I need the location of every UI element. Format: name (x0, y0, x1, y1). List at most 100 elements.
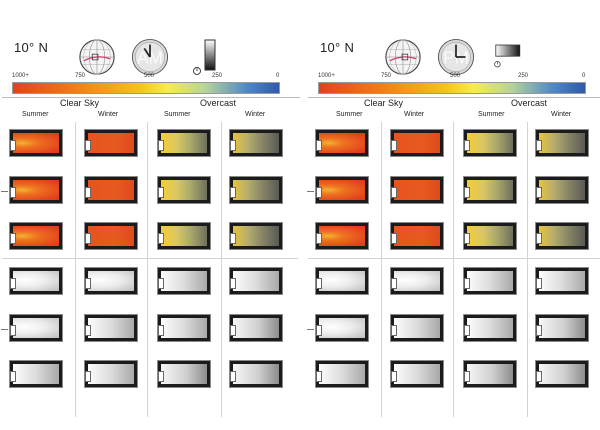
room-plan-icon (1, 314, 63, 342)
window-opening (391, 325, 397, 336)
room-plan-icon (9, 360, 63, 388)
room-plan-icon (157, 267, 211, 295)
room-plan-icon (390, 129, 444, 157)
scale-tick: 0 (582, 73, 586, 79)
room-plan-icon (229, 222, 283, 250)
clock-icon: PM (437, 38, 475, 76)
window-opening (158, 325, 164, 336)
window-opening (536, 371, 542, 382)
illuminance-color-scale (318, 82, 586, 94)
column-divider (221, 122, 222, 417)
window-opening (464, 140, 470, 151)
column-divider (453, 122, 454, 417)
header-winter: Winter (551, 111, 572, 118)
window-opening (391, 371, 397, 382)
illuminance-color-scale (12, 82, 280, 94)
room-plan-icon (315, 222, 369, 250)
column-divider (527, 122, 528, 417)
clock-label: AM (137, 49, 163, 68)
room-plan-icon (535, 360, 589, 388)
window-opening (230, 325, 236, 336)
room-plan-icon (535, 129, 589, 157)
panel-pm: 10° N PM 1000+ 750 500 250 0 Cle (306, 0, 600, 430)
room-plan-icon (229, 267, 283, 295)
window-opening (230, 233, 236, 244)
header-summer: Summer (22, 111, 49, 118)
room-plan-icon (157, 176, 211, 204)
window-opening (85, 187, 91, 198)
room-plan-icon (463, 360, 517, 388)
room-plan-icon (535, 314, 589, 342)
window-opening (158, 233, 164, 244)
window-opening (10, 187, 16, 198)
window-opening (10, 140, 16, 151)
section-marker (307, 329, 314, 330)
window-opening (10, 371, 16, 382)
window-opening (85, 371, 91, 382)
scale-tick: 250 (518, 73, 529, 79)
window-opening (391, 140, 397, 151)
globe-icon (79, 39, 115, 75)
window-opening (316, 233, 322, 244)
latitude-label: 10° N (14, 40, 49, 55)
room-plan-icon (390, 360, 444, 388)
room-plan-icon (84, 314, 138, 342)
window-opening (85, 325, 91, 336)
scale-tick: 1000+ (318, 73, 335, 79)
column-divider (381, 122, 382, 417)
room-plan-icon (315, 360, 369, 388)
section-marker (1, 329, 8, 330)
room-plan-icon (535, 176, 589, 204)
room-plan-icon (9, 222, 63, 250)
header-summer: Summer (478, 111, 505, 118)
room-plan-icon (84, 222, 138, 250)
window-opening (158, 278, 164, 289)
window-opening (464, 233, 470, 244)
window-opening (536, 278, 542, 289)
room-plan-icon (9, 267, 63, 295)
header-clear-sky: Clear Sky (364, 98, 404, 108)
header-clear-sky: Clear Sky (60, 98, 100, 108)
room-plan-icon (463, 129, 517, 157)
scale-tick: 250 (212, 73, 223, 79)
room-plan-icon (157, 222, 211, 250)
column-divider (75, 122, 76, 417)
scale-tick: 500 (144, 73, 155, 79)
room-plan-icon (390, 314, 444, 342)
window-opening (230, 371, 236, 382)
room-plan-icon (463, 267, 517, 295)
window-opening (316, 187, 322, 198)
header-overcast: Overcast (511, 98, 548, 108)
window-opening (464, 371, 470, 382)
window-opening (158, 140, 164, 151)
window-opening (85, 278, 91, 289)
window-opening (316, 140, 322, 151)
room-plan-icon (390, 222, 444, 250)
room-plan-icon (390, 267, 444, 295)
room-plan-icon (307, 314, 369, 342)
room-plan-icon (157, 360, 211, 388)
globe-icon (385, 39, 421, 75)
room-plan-icon (157, 129, 211, 157)
room-plan-icon (1, 176, 63, 204)
window-opening (85, 140, 91, 151)
window-opening (158, 187, 164, 198)
section-marker (307, 191, 314, 192)
room-plan-icon (84, 360, 138, 388)
window-opening (230, 140, 236, 151)
scale-tick: 500 (450, 73, 461, 79)
room-plan-icon (390, 176, 444, 204)
clock-icon: AM (131, 38, 169, 76)
room-plan-icon (229, 314, 283, 342)
gauge-icon (193, 39, 216, 75)
room-plan-icon (463, 314, 517, 342)
window-opening (536, 187, 542, 198)
window-opening (316, 325, 322, 336)
header-summer: Summer (164, 111, 191, 118)
window-opening (230, 278, 236, 289)
header-divider (308, 97, 600, 98)
gauge-icon (494, 44, 521, 68)
room-plan-icon (84, 176, 138, 204)
room-plan-icon (463, 176, 517, 204)
panel-am: 10° N AM 1000+ 750 500 250 0 Cle (1, 38, 300, 417)
